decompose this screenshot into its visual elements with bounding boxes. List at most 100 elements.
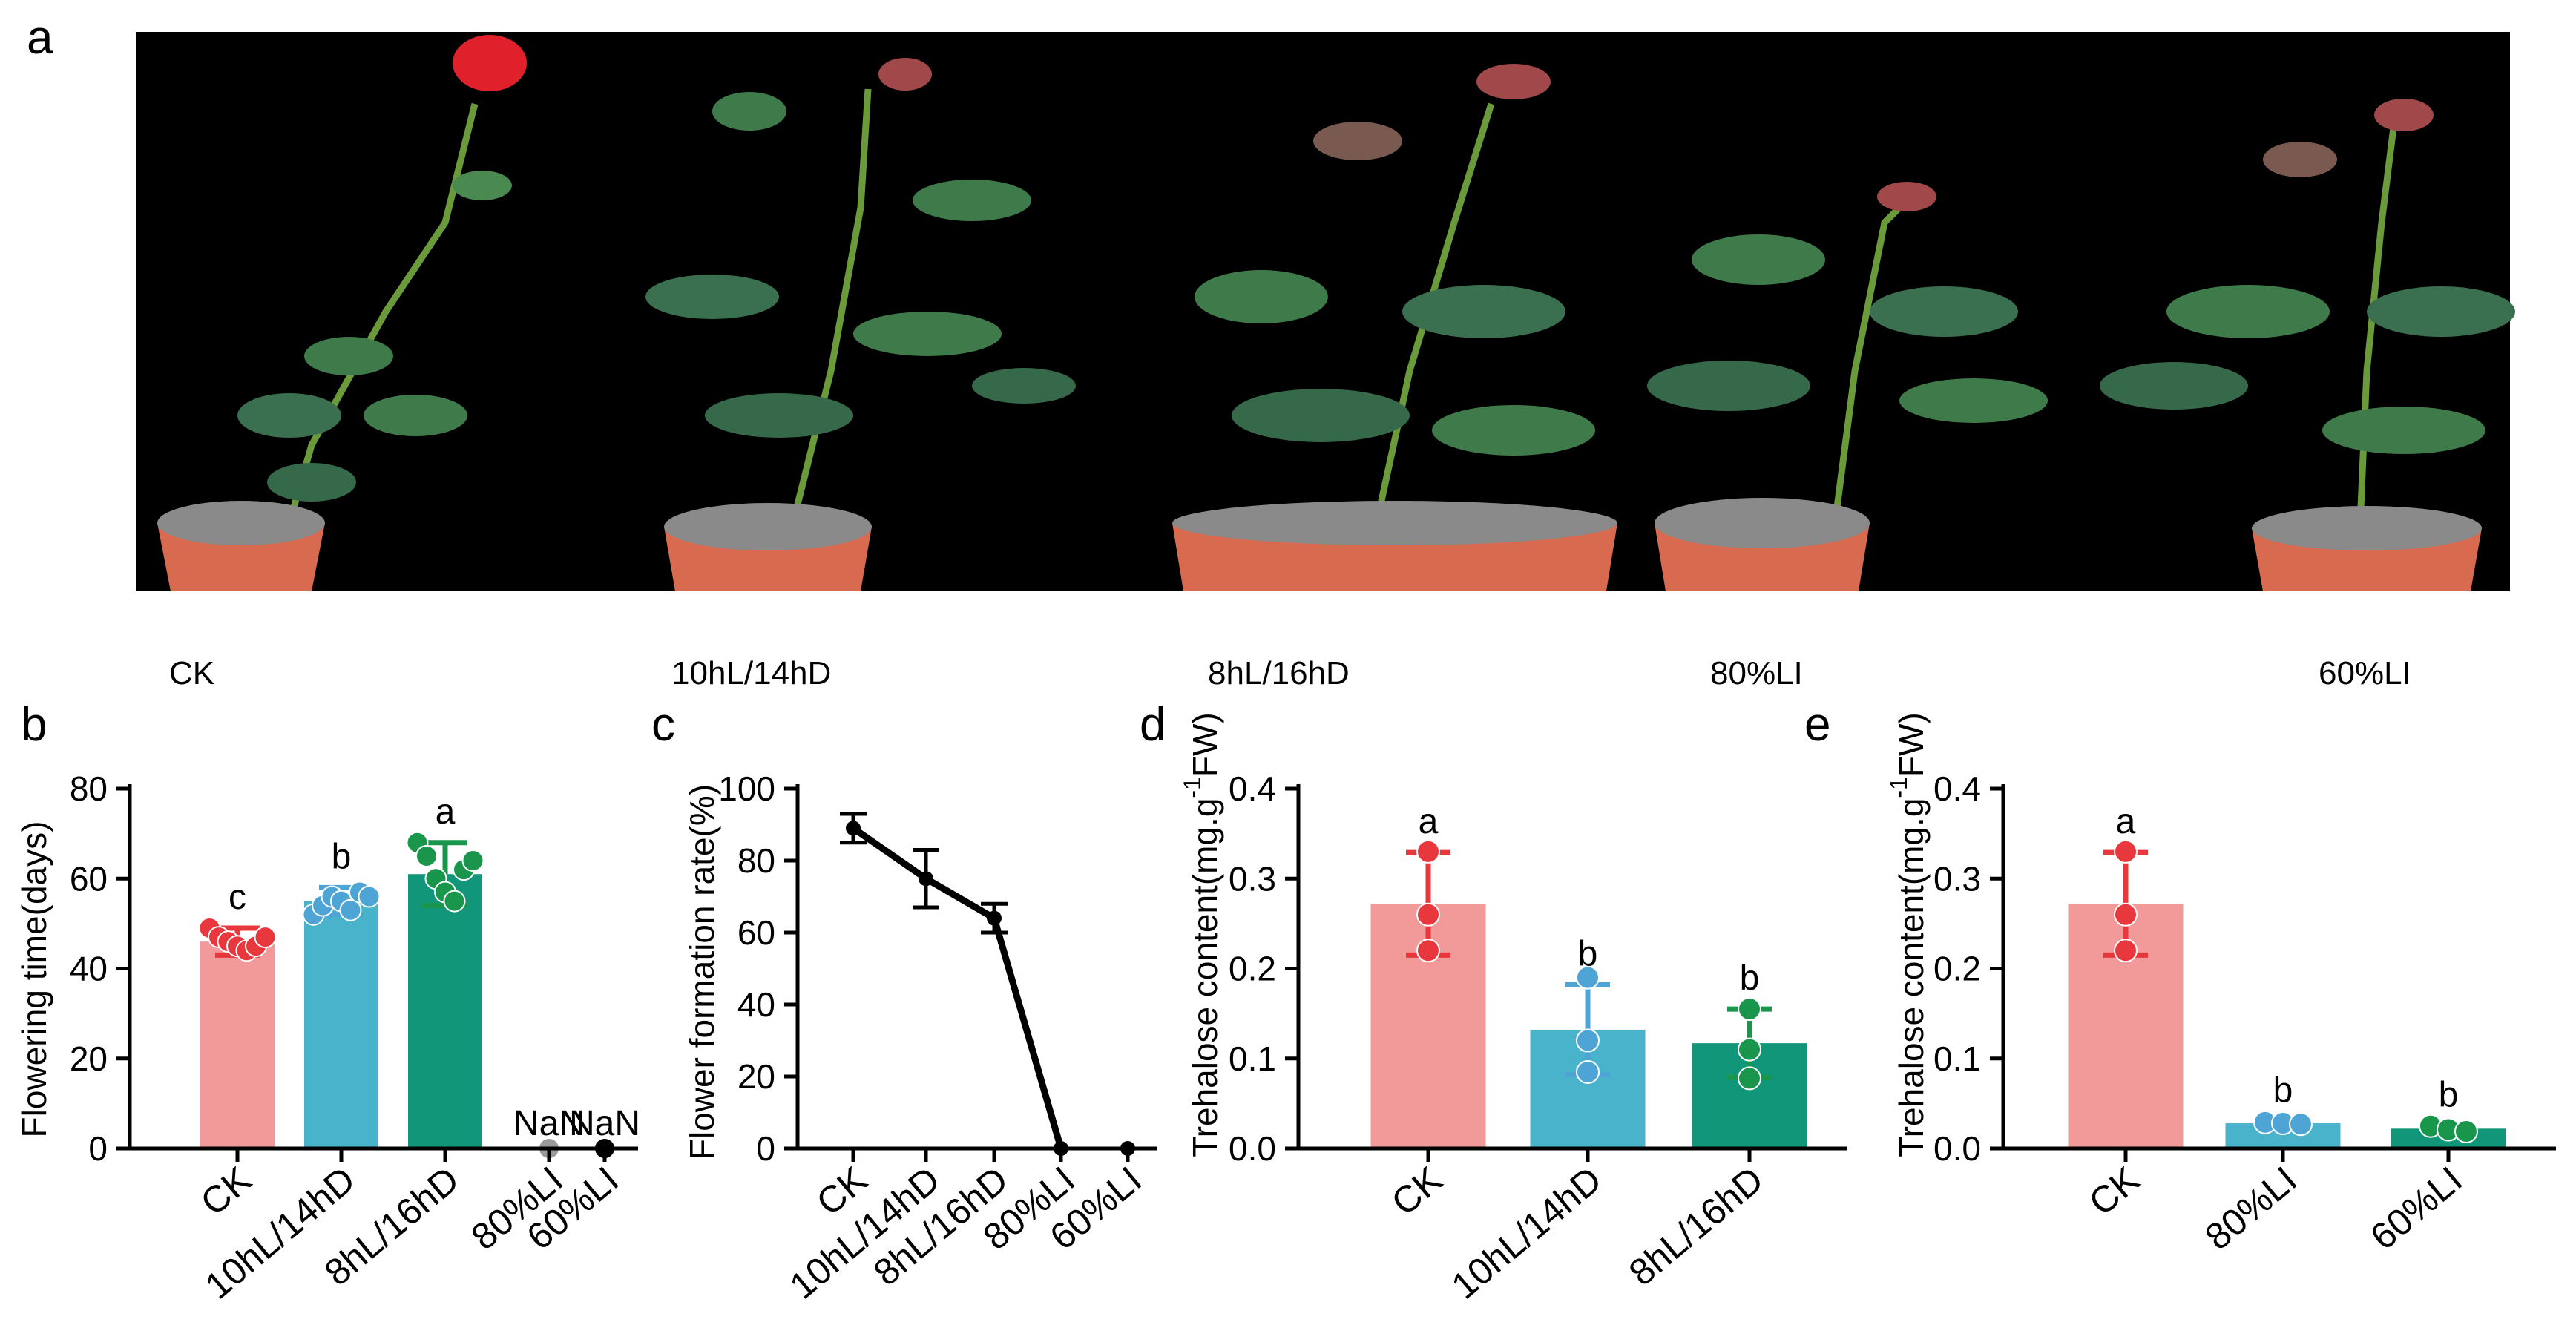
chart-flower-formation-rate: 020406080100CK10hL/14hD8hL/16hD80%LI60%L… — [718, 769, 1157, 1307]
leaf-shape — [1870, 286, 2018, 337]
chart-c-ytick-label: 20 — [737, 1057, 775, 1096]
leaf-shape — [878, 58, 932, 91]
chart-e-data-point — [2289, 1112, 2313, 1137]
leaf-shape — [2263, 142, 2337, 177]
chart-b-significance-letter: c — [229, 878, 246, 917]
leaf-shape — [2322, 407, 2485, 454]
leaf-shape — [645, 275, 779, 319]
chart-d-ylabel-sup: -1 — [1179, 777, 1206, 798]
chart-b-ytick-label: 80 — [70, 769, 108, 808]
photo-label-8hL16hD: 8hL/16hD — [1208, 655, 1350, 691]
leaf-shape — [1877, 182, 1936, 211]
photo-label-ck: CK — [169, 655, 214, 691]
chart-e-data-point — [2114, 839, 2138, 864]
pot-rim — [157, 501, 325, 545]
chart-e-ytick-label: 0.4 — [1933, 769, 1981, 808]
chart-b-data-point — [358, 885, 381, 908]
leaf-shape — [853, 312, 1002, 356]
chart-c-data-point — [919, 871, 933, 887]
chart-b-data-point — [254, 926, 277, 949]
chart-flowering-time: cbaNaNNaN020406080CK10hL/14hD8hL/16hD80%… — [70, 769, 640, 1307]
chart-d-data-point — [1576, 1028, 1600, 1053]
leaf-shape — [705, 393, 853, 438]
chart-e-ylabel: Trehalose content(mg.g-1FW) — [1885, 712, 1931, 1157]
chart-e-data-point — [2454, 1119, 2478, 1143]
leaf-shape — [1899, 378, 2048, 423]
leaf-shape — [1647, 361, 1810, 411]
pot-rim — [1655, 498, 1870, 548]
chart-b-data-point — [415, 844, 438, 867]
chart-e-category-label: CK — [2081, 1159, 2147, 1224]
chart-c-ytick-label: 100 — [718, 769, 775, 808]
chart-e-ytick-label: 0.1 — [1933, 1039, 1981, 1078]
chart-d-ylabel-main: Trehalose content(mg.g — [1186, 798, 1224, 1157]
panel-label-e: e — [1804, 697, 1831, 751]
chart-e-significance-letter: a — [2116, 802, 2136, 841]
plant-ck — [157, 35, 527, 591]
chart-e-significance-letter: b — [2273, 1071, 2293, 1111]
chart-d-data-point — [1576, 1059, 1600, 1084]
leaf-shape — [304, 337, 393, 375]
leaf-shape — [1232, 389, 1410, 442]
chart-d-data-point — [1416, 902, 1440, 927]
chart-c-ylabel: Flower formation rate(%) — [683, 784, 721, 1160]
chart-b-bar — [408, 874, 482, 1148]
chart-b-bar — [304, 901, 378, 1148]
panel-label-b: b — [21, 697, 47, 751]
leaf-shape — [2374, 99, 2434, 131]
chart-b-ylabel: Flowering time(days) — [15, 821, 53, 1138]
chart-d-ytick-label: 0.2 — [1229, 950, 1276, 988]
leaf-shape — [1402, 285, 1565, 338]
chart-e-significance-letter: b — [2439, 1076, 2459, 1115]
photo-label-60LI: 60%LI — [2319, 655, 2411, 691]
chart-e-data-point — [2114, 902, 2138, 927]
chart-d-data-point — [1576, 965, 1600, 990]
chart-c-ytick-label: 80 — [737, 841, 775, 880]
chart-e-ytick-label: 0.2 — [1933, 950, 1981, 988]
leaf-shape — [1313, 122, 1402, 160]
chart-b-ytick-label: 40 — [70, 950, 108, 988]
chart-d-ytick-label: 0.0 — [1229, 1129, 1276, 1168]
photo-background — [136, 32, 2510, 591]
leaf-shape — [237, 393, 341, 438]
leaf-shape — [1432, 405, 1595, 456]
chart-b-nan-label: NaN — [569, 1104, 640, 1143]
panel-label-a: a — [27, 10, 53, 64]
leaf-shape — [913, 180, 1031, 221]
chart-d-data-point — [1416, 839, 1440, 864]
leaf-shape — [1692, 234, 1825, 285]
pot-rim — [2252, 506, 2482, 550]
plant-80LI — [1647, 182, 2048, 591]
leaf-shape — [2367, 286, 2515, 337]
plant-60LI — [2100, 99, 2515, 591]
chart-b-data-point — [461, 849, 484, 872]
chart-c-series-line — [851, 825, 1065, 1150]
leaf-shape — [2100, 362, 2248, 410]
chart-d-significance-letter: b — [1740, 959, 1760, 998]
chart-d-significance-letter: a — [1419, 802, 1439, 841]
chart-d-ylabel-end: FW) — [1186, 712, 1224, 777]
chart-d-category-label: CK — [1384, 1159, 1450, 1224]
chart-b-data-point — [339, 898, 362, 921]
chart-c-ytick-label: 40 — [737, 985, 775, 1024]
chart-d-ytick-label: 0.3 — [1229, 859, 1276, 898]
chart-d-data-point — [1738, 1037, 1761, 1062]
chart-e-ylabel-sup: -1 — [1885, 777, 1912, 798]
chart-b-nan-label: NaN — [513, 1104, 585, 1143]
rose-flower — [453, 35, 527, 91]
leaf-shape — [972, 368, 1076, 404]
leaf-shape — [364, 395, 467, 436]
chart-b-bar — [200, 941, 275, 1148]
chart-b-significance-letter: b — [332, 837, 352, 876]
panel-label-d: d — [1140, 697, 1166, 751]
chart-d-data-point — [1738, 997, 1761, 1022]
leaf-shape — [453, 171, 512, 200]
pot-rim — [1172, 501, 1617, 545]
panel-label-c: c — [651, 697, 675, 751]
chart-b-ytick-label: 20 — [70, 1039, 108, 1078]
chart-c-data-point — [846, 821, 861, 836]
leaf-shape — [2166, 285, 2330, 338]
chart-e-ytick-label: 0.3 — [1933, 859, 1981, 898]
plant-stem — [1829, 197, 1910, 542]
